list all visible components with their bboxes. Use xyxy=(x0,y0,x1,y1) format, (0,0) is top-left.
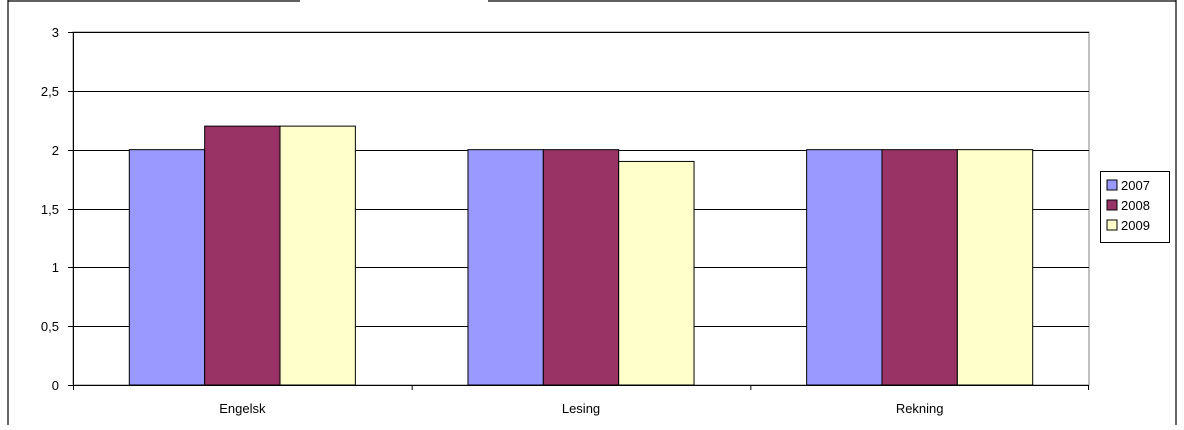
legend-swatch-2008 xyxy=(1106,199,1118,211)
bar-2007-engelsk xyxy=(128,149,206,386)
bar-2008-rekning xyxy=(881,149,958,386)
bar-2007-lesing xyxy=(467,149,544,386)
legend-swatch-2009 xyxy=(1106,219,1118,231)
y-tick-label: 3 xyxy=(52,25,59,40)
legend-label: 2009 xyxy=(1121,218,1150,233)
x-tick-label: Rekning xyxy=(896,401,944,416)
chart-frame xyxy=(7,0,1177,425)
x-tick-label: Engelsk xyxy=(219,401,266,416)
bar-2008-engelsk xyxy=(204,125,281,386)
y-tick-label: 1,5 xyxy=(41,202,59,217)
x-tick-label: Lesing xyxy=(562,401,600,416)
bar-2008-lesing xyxy=(542,149,620,386)
y-tick-label: 0 xyxy=(52,378,59,393)
bar-2009-engelsk xyxy=(279,125,356,386)
y-tick-label: 0,5 xyxy=(41,319,59,334)
bar-2009-lesing xyxy=(618,160,695,386)
bar-2009-rekning xyxy=(956,149,1034,386)
y-tick-label: 2 xyxy=(52,143,59,158)
legend-label: 2008 xyxy=(1121,198,1150,213)
legend-label: 2007 xyxy=(1121,178,1150,193)
bar-2007-rekning xyxy=(806,149,883,386)
y-tick-label: 2,5 xyxy=(41,84,59,99)
legend-swatch-2007 xyxy=(1106,179,1118,191)
y-tick-label: 1 xyxy=(52,260,59,275)
